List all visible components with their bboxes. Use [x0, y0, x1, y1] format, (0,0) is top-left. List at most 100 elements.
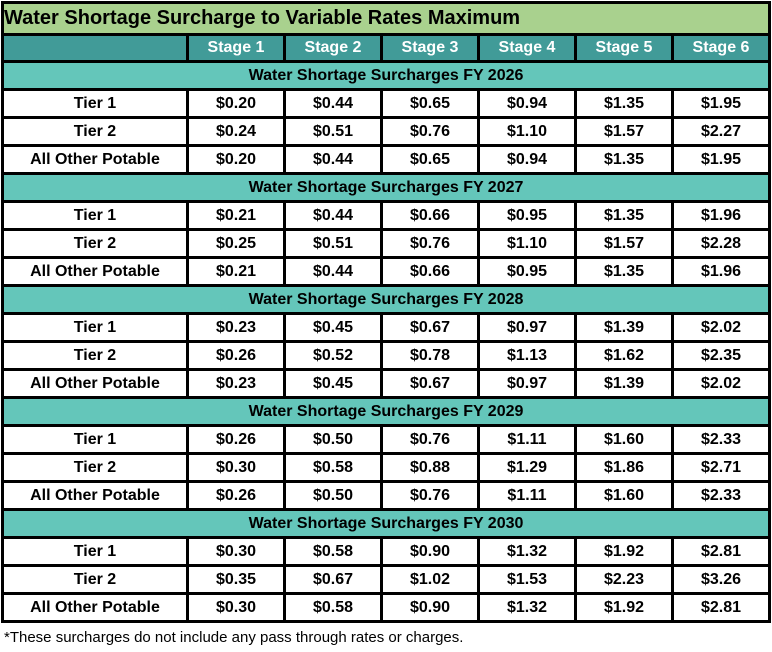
rate-value: $1.39	[574, 368, 674, 399]
rate-value: $2.28	[671, 228, 771, 259]
row-label: Tier 1	[1, 424, 189, 455]
rate-value: $2.02	[671, 368, 771, 399]
table-row: Tier 2 $0.30 $0.58 $0.88 $1.29 $1.86 $2.71	[1, 452, 771, 483]
row-label: Tier 1	[1, 312, 189, 343]
rate-value: $0.44	[283, 88, 383, 119]
stage-header-row: Stage 1 Stage 2 Stage 3 Stage 4 Stage 5 Stage…	[1, 33, 771, 63]
rate-value: $0.21	[186, 256, 286, 287]
table-row: Tier 2 $0.25 $0.51 $0.76 $1.10 $1.57 $2.28	[1, 228, 771, 259]
rate-value: $1.29	[477, 452, 577, 483]
footnote: *These surcharges do not include any pas…	[4, 629, 464, 646]
rate-value: $1.62	[574, 340, 674, 371]
rate-value: $0.26	[186, 424, 286, 455]
rate-value: $0.58	[283, 452, 383, 483]
rate-value: $1.92	[574, 536, 674, 567]
row-label: All Other Potable	[1, 368, 189, 399]
fy-section-row: Water Shortage Surcharges FY 2029	[1, 396, 771, 427]
rate-value: $0.26	[186, 340, 286, 371]
rate-value: $1.35	[574, 88, 674, 119]
rate-value: $0.67	[283, 564, 383, 595]
rate-value: $0.45	[283, 368, 383, 399]
table-row: Tier 1 $0.23 $0.45 $0.67 $0.97 $1.39 $2.02	[1, 312, 771, 343]
rate-value: $1.95	[671, 144, 771, 175]
row-label: Tier 2	[1, 452, 189, 483]
table-row: All Other Potable $0.30 $0.58 $0.90 $1.32 $1.…	[1, 592, 771, 623]
rate-value: $1.60	[574, 480, 674, 511]
rate-value: $0.58	[283, 536, 383, 567]
fy-section-header: Water Shortage Surcharges FY 2027	[1, 172, 771, 203]
rate-value: $0.24	[186, 116, 286, 147]
rate-value: $0.95	[477, 256, 577, 287]
rate-value: $1.13	[477, 340, 577, 371]
rate-value: $0.65	[380, 144, 480, 175]
row-label: Tier 1	[1, 88, 189, 119]
fy-section-row: Water Shortage Surcharges FY 2030	[1, 508, 771, 539]
rate-value: $2.02	[671, 312, 771, 343]
stage-column-header: Stage 6	[671, 33, 771, 63]
row-label: All Other Potable	[1, 592, 189, 623]
rate-value: $0.66	[380, 200, 480, 231]
rate-value: $0.23	[186, 312, 286, 343]
rate-value: $1.57	[574, 228, 674, 259]
rate-value: $0.76	[380, 116, 480, 147]
rate-value: $0.52	[283, 340, 383, 371]
table-title: Water Shortage Surcharge to Variable Rat…	[1, 1, 771, 36]
rate-value: $0.94	[477, 144, 577, 175]
rate-value: $0.88	[380, 452, 480, 483]
table-row: All Other Potable $0.21 $0.44 $0.66 $0.95 $1.…	[1, 256, 771, 287]
table-row: Tier 1 $0.20 $0.44 $0.65 $0.94 $1.35 $1.95	[1, 88, 771, 119]
rate-value: $1.57	[574, 116, 674, 147]
rate-value: $0.95	[477, 200, 577, 231]
rate-value: $0.76	[380, 480, 480, 511]
rate-value: $1.10	[477, 116, 577, 147]
rate-value: $1.39	[574, 312, 674, 343]
fy-section-header: Water Shortage Surcharges FY 2028	[1, 284, 771, 315]
rate-value: $0.45	[283, 312, 383, 343]
rate-value: $1.35	[574, 200, 674, 231]
rate-value: $0.21	[186, 200, 286, 231]
rate-value: $0.25	[186, 228, 286, 259]
rate-value: $0.23	[186, 368, 286, 399]
rate-value: $1.02	[380, 564, 480, 595]
rate-value: $0.67	[380, 368, 480, 399]
fy-section-row: Water Shortage Surcharges FY 2028	[1, 284, 771, 315]
rate-value: $0.44	[283, 200, 383, 231]
corner-cell	[1, 33, 189, 63]
rate-value: $1.35	[574, 256, 674, 287]
rate-value: $0.90	[380, 592, 480, 623]
row-label: Tier 1	[1, 200, 189, 231]
stage-column-header: Stage 1	[186, 33, 286, 63]
rate-value: $0.76	[380, 424, 480, 455]
rate-value: $2.71	[671, 452, 771, 483]
fy-section-header: Water Shortage Surcharges FY 2030	[1, 508, 771, 539]
title-row: Water Shortage Surcharge to Variable Rat…	[1, 1, 771, 36]
rate-value: $0.20	[186, 144, 286, 175]
table-row: Tier 1 $0.21 $0.44 $0.66 $0.95 $1.35 $1.96	[1, 200, 771, 231]
row-label: Tier 2	[1, 228, 189, 259]
row-label: Tier 1	[1, 536, 189, 567]
rate-value: $0.30	[186, 592, 286, 623]
rate-value: $0.20	[186, 88, 286, 119]
stage-column-header: Stage 2	[283, 33, 383, 63]
rate-value: $0.30	[186, 452, 286, 483]
fy-section-header: Water Shortage Surcharges FY 2026	[1, 60, 771, 91]
rate-value: $0.26	[186, 480, 286, 511]
rate-value: $1.60	[574, 424, 674, 455]
rate-value: $0.66	[380, 256, 480, 287]
rate-value: $0.44	[283, 256, 383, 287]
rate-value: $1.32	[477, 592, 577, 623]
rate-value: $0.97	[477, 312, 577, 343]
rate-value: $0.76	[380, 228, 480, 259]
row-label: Tier 2	[1, 116, 189, 147]
rate-value: $2.27	[671, 116, 771, 147]
rate-value: $0.67	[380, 312, 480, 343]
rate-value: $0.35	[186, 564, 286, 595]
rate-value: $2.35	[671, 340, 771, 371]
rate-value: $0.51	[283, 228, 383, 259]
rate-value: $0.58	[283, 592, 383, 623]
rate-value: $1.92	[574, 592, 674, 623]
rate-value: $1.96	[671, 200, 771, 231]
row-label: All Other Potable	[1, 256, 189, 287]
rates-table: Water Shortage Surcharge to Variable Rat…	[1, 1, 771, 623]
